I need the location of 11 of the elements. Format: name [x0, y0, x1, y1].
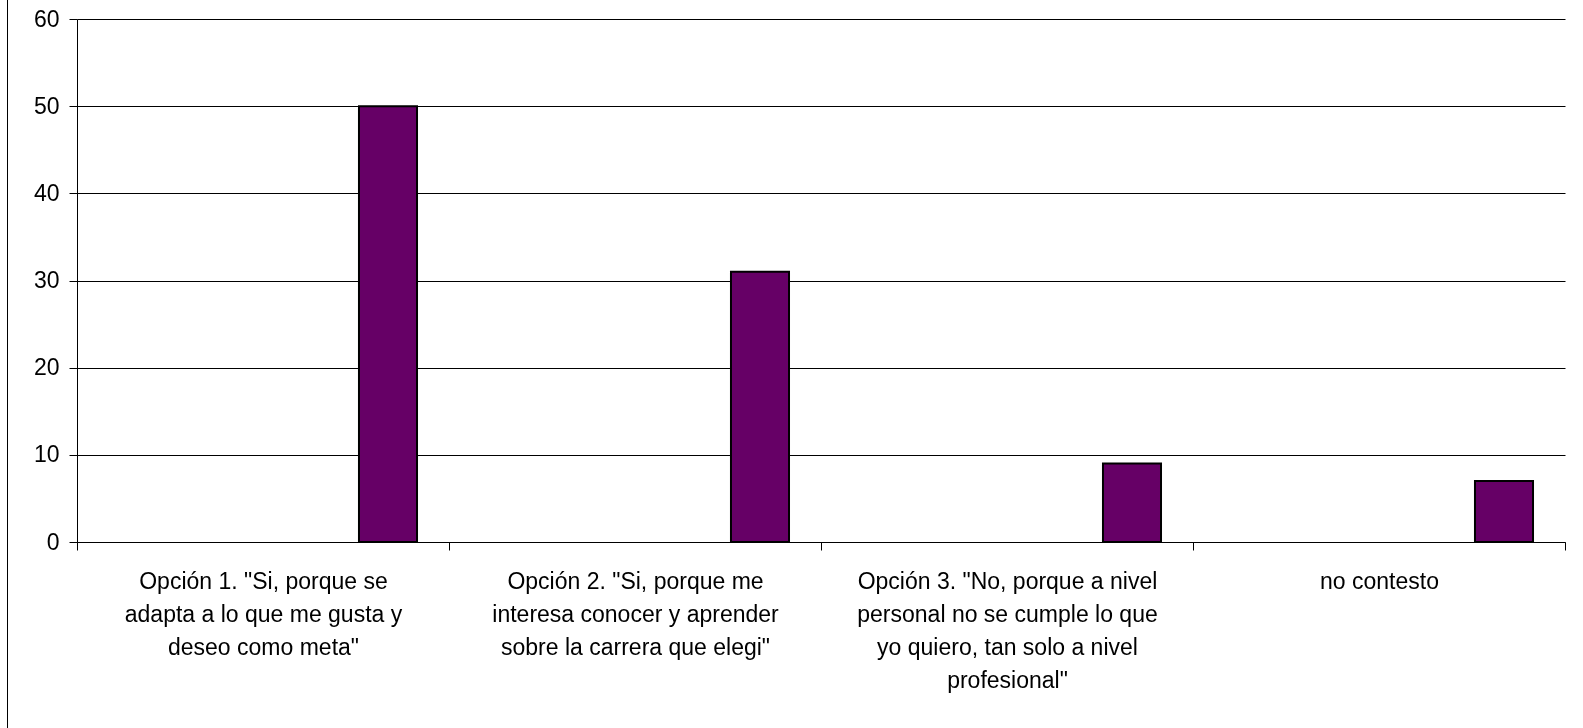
y-tick-label: 60	[33, 5, 60, 32]
y-tick-label: 50	[33, 92, 60, 119]
y-tick-label: 40	[33, 179, 60, 206]
x-tick-label: Opción 1. "Si, porque se adapta a lo que me gusta y deseo como meta"	[124, 567, 403, 660]
y-tick-label: 30	[33, 267, 60, 293]
y-tick-label: 0	[46, 528, 60, 555]
y-tick-label: 10	[33, 441, 60, 468]
x-tick-label: Opción 3. "No, porque a nivel personal no se cumple lo que yo quiero, tan solo a nivel profesional"	[857, 567, 1158, 693]
y-tick-label: 20	[33, 354, 60, 381]
x-tick-label: Opción 2. "Si, porque me interesa conocer y aprender sobre la carrera que elegi"	[492, 567, 780, 660]
x-tick-label: no contesto	[1320, 567, 1439, 594]
